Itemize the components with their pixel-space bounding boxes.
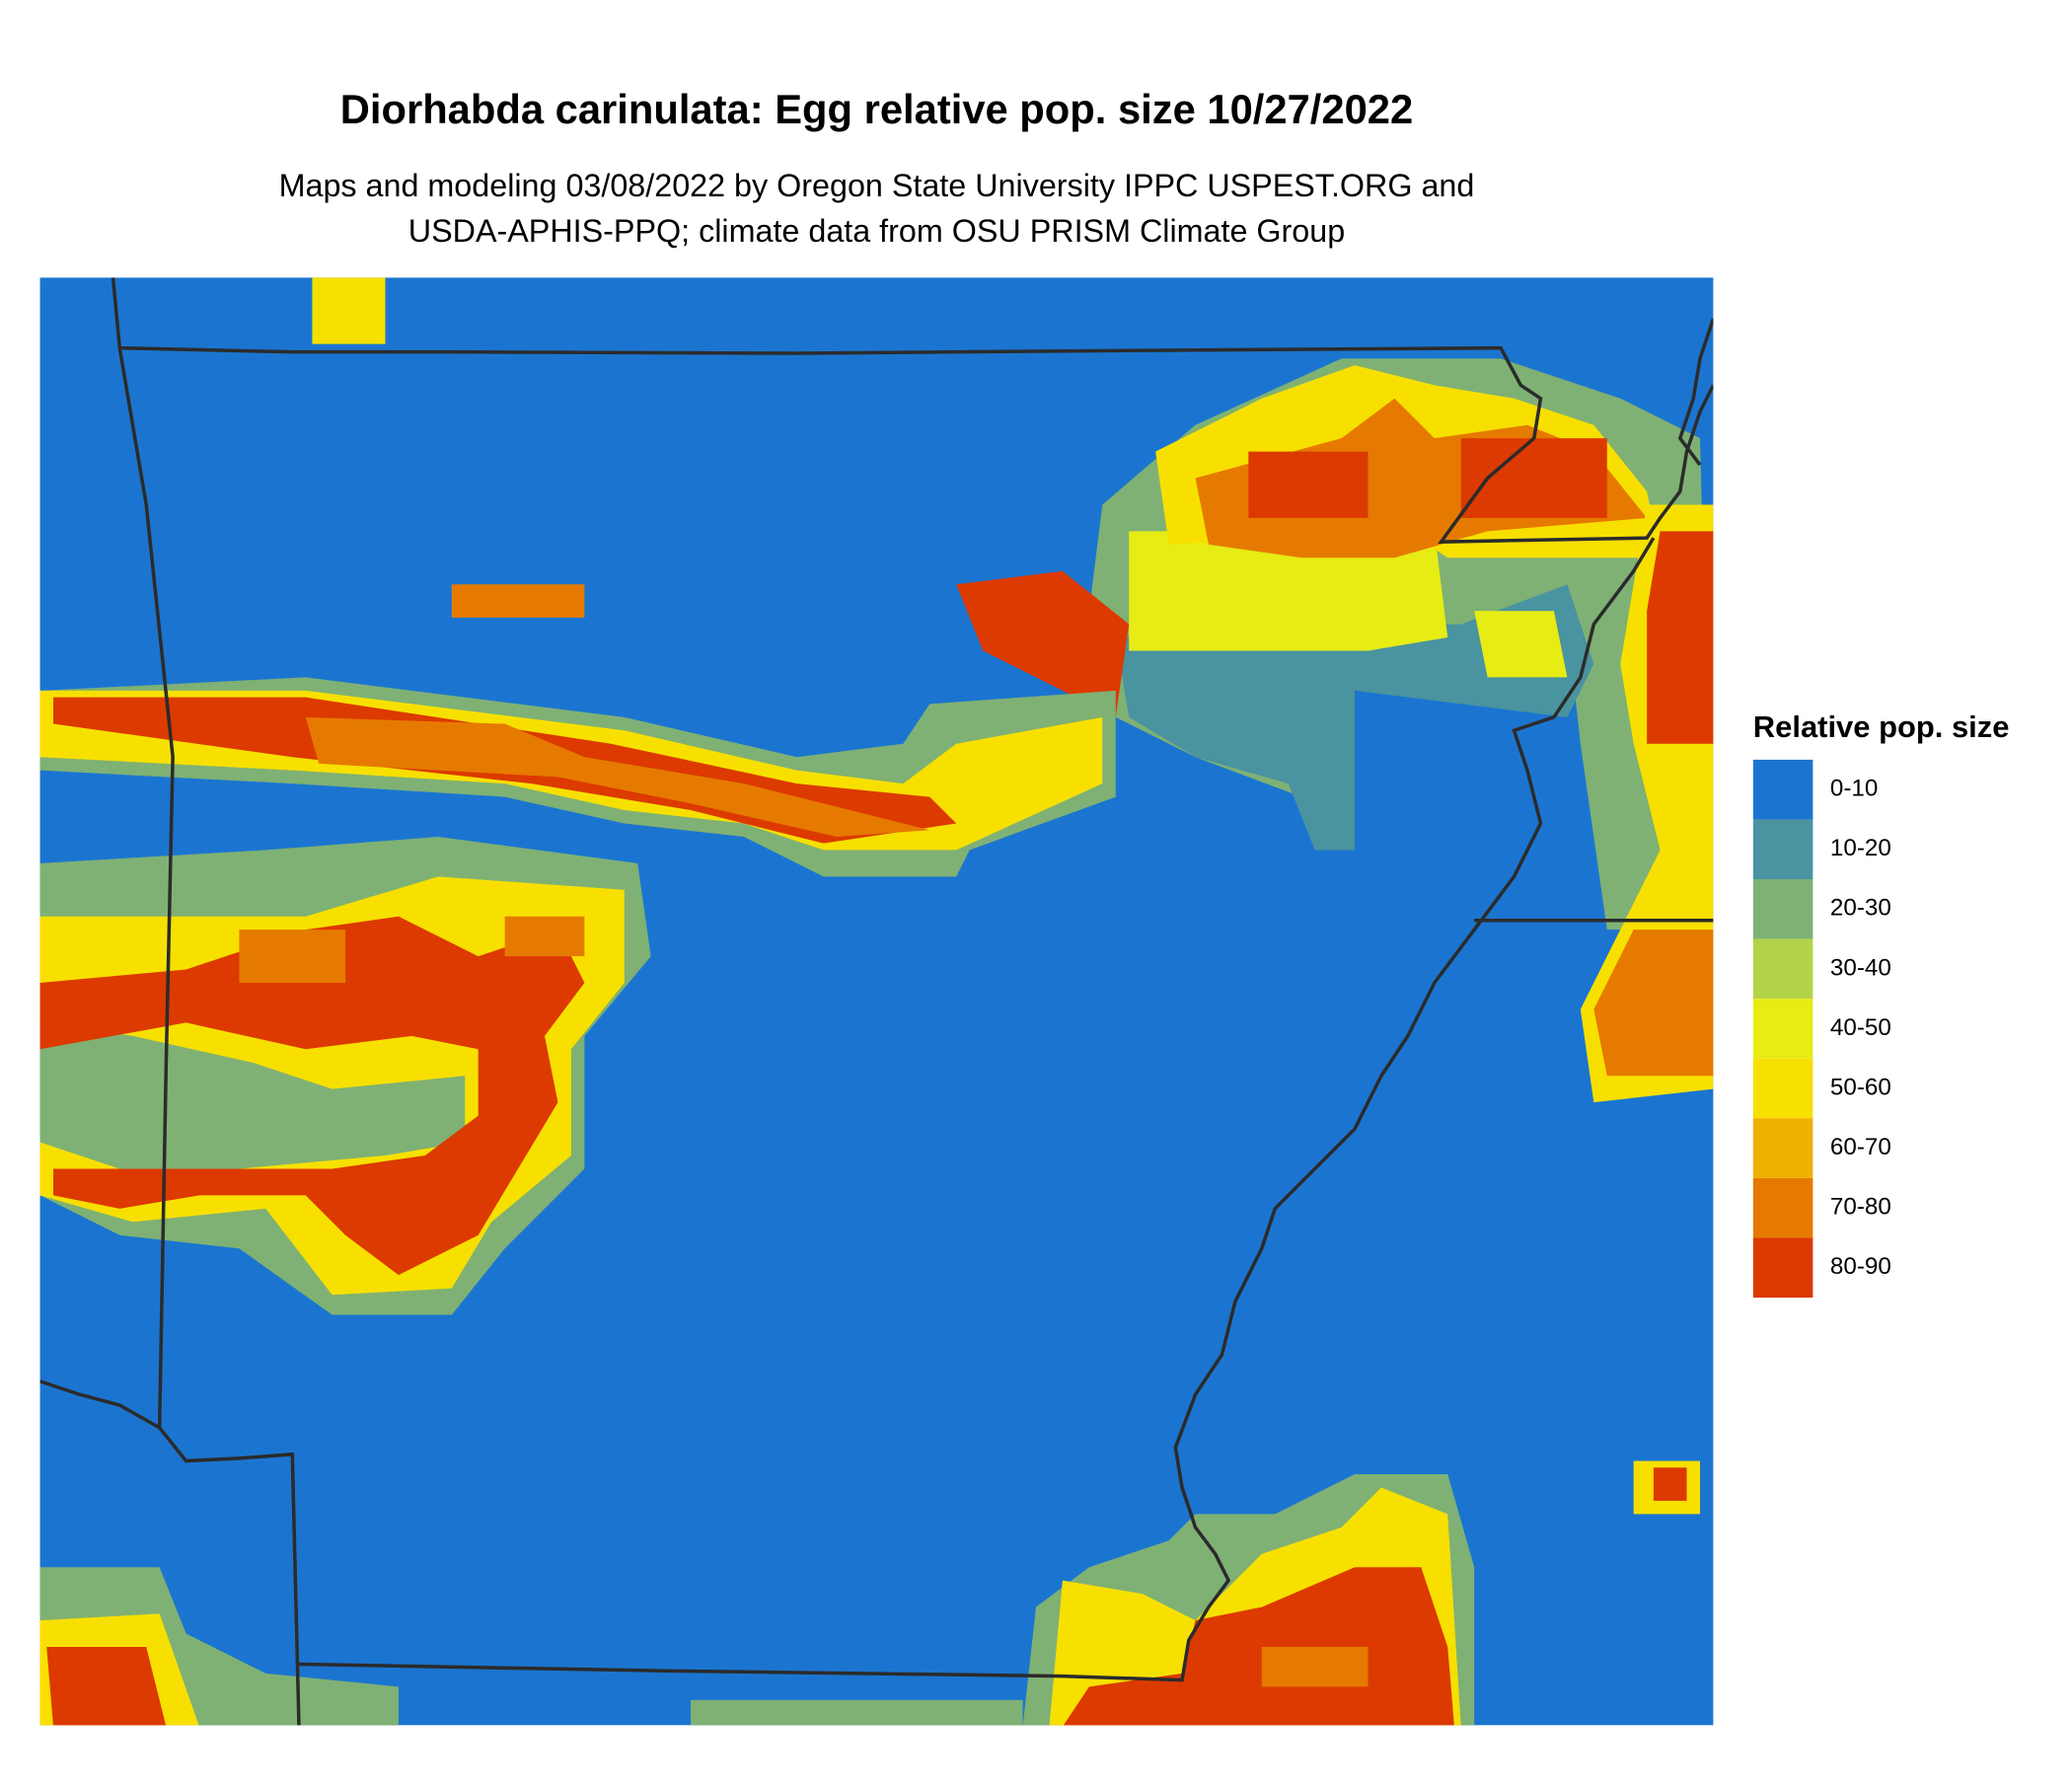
- legend-swatch: [1752, 759, 1813, 820]
- legend-label: 40-50: [1830, 1014, 1891, 1041]
- legend-label: 0-10: [1830, 776, 1878, 802]
- cells: [1474, 611, 1568, 678]
- cells: [1261, 1646, 1369, 1687]
- cells: [956, 570, 1130, 717]
- legend-swatch: [1752, 1177, 1813, 1238]
- cells: [1647, 531, 1714, 744]
- legend-swatch: [1752, 1118, 1813, 1178]
- legend-swatch: [1752, 819, 1813, 880]
- legend-label: 80-90: [1830, 1253, 1891, 1280]
- legend-swatch: [1752, 1058, 1813, 1119]
- border: [1677, 318, 1714, 467]
- subtitle: Maps and modeling 03/08/2022 by Oregon S…: [279, 168, 1475, 203]
- cells: [1248, 451, 1369, 518]
- border: [298, 537, 1656, 1682]
- legend-label: 70-80: [1830, 1194, 1891, 1221]
- cells: [504, 916, 585, 957]
- legend-label: 10-20: [1830, 835, 1891, 861]
- legend-label: 50-60: [1830, 1074, 1891, 1100]
- legend-swatch: [1752, 999, 1813, 1059]
- border: [39, 1379, 161, 1430]
- legend-label: 20-30: [1830, 895, 1891, 922]
- subtitle: USDA-APHIS-PPQ; climate data from OSU PR…: [408, 213, 1345, 249]
- cells: [1129, 531, 1448, 651]
- cells: [691, 1699, 1023, 1726]
- legend-swatch: [1752, 879, 1813, 939]
- cells: [1460, 438, 1607, 518]
- cells: [312, 277, 386, 344]
- border: [111, 277, 1714, 544]
- title: Diorhabda carinulata: Egg relative pop. …: [340, 86, 1413, 132]
- cells: [451, 584, 585, 618]
- legend: 0-10 10-20 20-30 30-40 40-50 50-60 60-70 70-80 8…: [1752, 759, 1891, 1298]
- cells: [39, 916, 585, 1276]
- legend-label: 60-70: [1830, 1134, 1891, 1160]
- cells: [46, 1646, 167, 1726]
- legend-title: Relative pop. size: [1753, 709, 2010, 744]
- state-borders: [39, 277, 1714, 1726]
- legend-swatch: [1752, 1237, 1813, 1298]
- cells: [239, 930, 346, 984]
- cells: [1593, 930, 1714, 1077]
- raster: [39, 277, 1714, 1726]
- legend-swatch: [1752, 938, 1813, 1000]
- cells: [305, 716, 930, 837]
- cells: [1653, 1467, 1687, 1501]
- legend-label: 30-40: [1830, 954, 1891, 981]
